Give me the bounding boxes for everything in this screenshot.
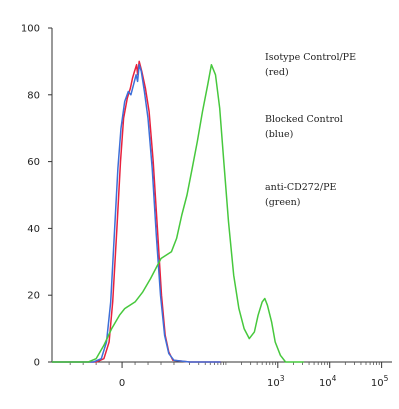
- legend: Isotype Control/PE (red) Blocked Control (b…: [265, 52, 356, 208]
- legend-entry-label: anti-CD272/PE: [265, 182, 336, 193]
- series-line-2: [52, 63, 304, 363]
- series-layer: [52, 60, 304, 363]
- x-tick-label: 0: [119, 378, 125, 389]
- y-tick-label: 0: [34, 358, 40, 369]
- legend-entry-label: Isotype Control/PE: [265, 52, 356, 63]
- y-tick-label: 60: [27, 157, 40, 168]
- x-tick-label: 103: [267, 374, 285, 389]
- y-tick-label: 80: [27, 90, 40, 101]
- legend-entry-color: (green): [265, 197, 300, 208]
- legend-entry-color: (red): [265, 67, 289, 78]
- series-line-1: [52, 63, 221, 363]
- y-tick-label: 40: [27, 224, 40, 235]
- series-line-0: [52, 60, 221, 363]
- legend-entry-label: Blocked Control: [265, 114, 343, 125]
- y-axis: 0 20 40 60 80 100: [21, 24, 53, 369]
- y-tick-label: 100: [21, 24, 40, 35]
- x-tick-label: 105: [371, 374, 389, 389]
- y-tick-label: 20: [27, 291, 40, 302]
- x-tick-label: 104: [319, 374, 337, 389]
- legend-entry-color: (blue): [265, 129, 293, 140]
- x-axis: 0 103 104 105: [52, 361, 392, 389]
